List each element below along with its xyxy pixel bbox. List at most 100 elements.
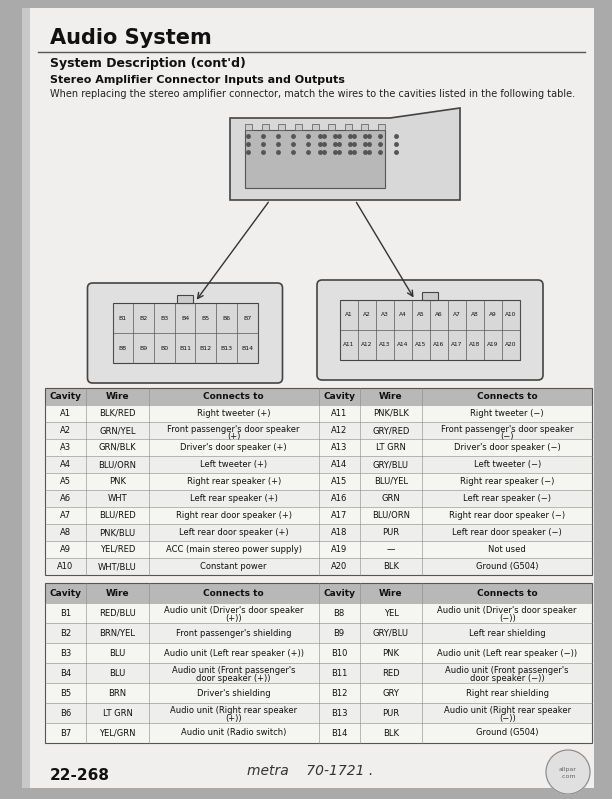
Text: door speaker (−)): door speaker (−)) (470, 674, 545, 683)
Bar (422, 292, 438, 300)
Text: BLU/YEL: BLU/YEL (374, 477, 408, 486)
Text: A1: A1 (345, 312, 353, 317)
Bar (45, 524, 592, 541)
Text: Cavity: Cavity (323, 589, 355, 598)
FancyBboxPatch shape (88, 283, 283, 383)
Text: Audio unit (Right rear speaker: Audio unit (Right rear speaker (170, 706, 297, 715)
Bar (261, 124, 269, 130)
Bar (45, 643, 592, 663)
Text: B11: B11 (179, 345, 191, 351)
Bar (22, 8, 30, 788)
Text: A3: A3 (381, 312, 389, 317)
Text: B9: B9 (334, 629, 345, 638)
Text: Right rear door speaker (+): Right rear door speaker (+) (176, 511, 292, 520)
Bar (45, 683, 592, 703)
Text: WHT: WHT (108, 494, 127, 503)
Text: B8: B8 (334, 609, 345, 618)
Bar (113, 303, 258, 363)
Text: (+)): (+)) (225, 614, 242, 623)
Text: BLU/ORN: BLU/ORN (99, 460, 136, 469)
Text: A11: A11 (331, 409, 347, 418)
Text: Front passenger's shielding: Front passenger's shielding (176, 629, 291, 638)
Text: Audio unit (Left rear speaker (+)): Audio unit (Left rear speaker (+)) (164, 649, 304, 658)
Bar (45, 422, 592, 439)
Text: Left tweeter (+): Left tweeter (+) (200, 460, 267, 469)
Text: Constant power: Constant power (201, 562, 267, 571)
Text: Wire: Wire (379, 392, 403, 401)
Text: B4: B4 (60, 669, 71, 678)
Text: BLU: BLU (110, 669, 125, 678)
Text: B7: B7 (60, 729, 71, 737)
Text: Driver's door speaker (−): Driver's door speaker (−) (454, 443, 561, 452)
Text: A13: A13 (331, 443, 347, 452)
Text: (+): (+) (227, 431, 241, 440)
Text: Right rear door speaker (−): Right rear door speaker (−) (449, 511, 565, 520)
Text: (−): (−) (501, 431, 514, 440)
Text: PNK/BLU: PNK/BLU (99, 528, 135, 537)
Text: PNK: PNK (109, 477, 126, 486)
Text: BLU: BLU (110, 649, 125, 658)
Text: B3: B3 (160, 316, 168, 320)
Bar (45, 405, 592, 422)
Text: door speaker (+)): door speaker (+)) (196, 674, 271, 683)
Text: (−)): (−)) (499, 614, 515, 623)
Text: 22-268: 22-268 (50, 768, 110, 782)
Bar (45, 490, 592, 507)
Text: Audio unit (Front passenger's: Audio unit (Front passenger's (446, 666, 569, 675)
Text: A19: A19 (331, 545, 347, 554)
Text: GRY: GRY (382, 689, 400, 698)
Text: Left tweeter (−): Left tweeter (−) (474, 460, 541, 469)
Text: Audio System: Audio System (50, 28, 212, 48)
Text: B6: B6 (60, 709, 71, 718)
Text: BRN/YEL: BRN/YEL (100, 629, 135, 638)
Text: Wire: Wire (379, 589, 403, 598)
Text: A8: A8 (471, 312, 479, 317)
Text: B6: B6 (222, 316, 231, 320)
Text: BLK: BLK (383, 729, 399, 737)
Text: Ground (G504): Ground (G504) (476, 729, 539, 737)
Text: GRN: GRN (382, 494, 400, 503)
Text: B10: B10 (331, 649, 347, 658)
Text: B13: B13 (220, 345, 233, 351)
Text: System Description (cont'd): System Description (cont'd) (50, 58, 246, 70)
Text: Left rear door speaker (−): Left rear door speaker (−) (452, 528, 562, 537)
Text: B1: B1 (60, 609, 71, 618)
Text: B2: B2 (60, 629, 71, 638)
Text: B12: B12 (200, 345, 212, 351)
Text: Audio unit (Driver's door speaker: Audio unit (Driver's door speaker (438, 606, 577, 615)
Bar (345, 124, 352, 130)
Bar (378, 124, 385, 130)
Text: A2: A2 (363, 312, 371, 317)
Text: A6: A6 (60, 494, 71, 503)
Text: A5: A5 (60, 477, 71, 486)
Text: Cavity: Cavity (50, 392, 81, 401)
Text: A13: A13 (379, 343, 390, 348)
Text: Connects to: Connects to (203, 589, 264, 598)
Text: Connects to: Connects to (477, 589, 537, 598)
Text: B13: B13 (330, 709, 347, 718)
Text: B8: B8 (119, 345, 127, 351)
Text: —: — (387, 545, 395, 554)
Text: A16: A16 (433, 343, 445, 348)
Bar (45, 603, 592, 623)
Text: When replacing the stereo amplifier connector, match the wires to the cavities l: When replacing the stereo amplifier conn… (50, 89, 575, 99)
Text: GRY/BLU: GRY/BLU (373, 460, 409, 469)
Text: PUR: PUR (382, 709, 400, 718)
Text: Audio unit (Front passenger's: Audio unit (Front passenger's (172, 666, 296, 675)
Text: Stereo Amplifier Connector Inputs and Outputs: Stereo Amplifier Connector Inputs and Ou… (50, 75, 345, 85)
Text: B9: B9 (140, 345, 147, 351)
Bar (361, 124, 368, 130)
Text: GRN/BLK: GRN/BLK (99, 443, 136, 452)
Text: LT GRN: LT GRN (376, 443, 406, 452)
Text: Cavity: Cavity (50, 589, 81, 598)
Bar (45, 663, 592, 683)
Bar (45, 473, 592, 490)
Text: B14: B14 (241, 345, 253, 351)
Text: ACC (main stereo power supply): ACC (main stereo power supply) (166, 545, 302, 554)
Text: A14: A14 (397, 343, 409, 348)
Text: Not used: Not used (488, 545, 526, 554)
Text: Audio unit (Radio switch): Audio unit (Radio switch) (181, 729, 286, 737)
Bar (45, 623, 592, 643)
Text: A12: A12 (361, 343, 373, 348)
Text: Audio unit (Left rear speaker (−)): Audio unit (Left rear speaker (−)) (437, 649, 577, 658)
